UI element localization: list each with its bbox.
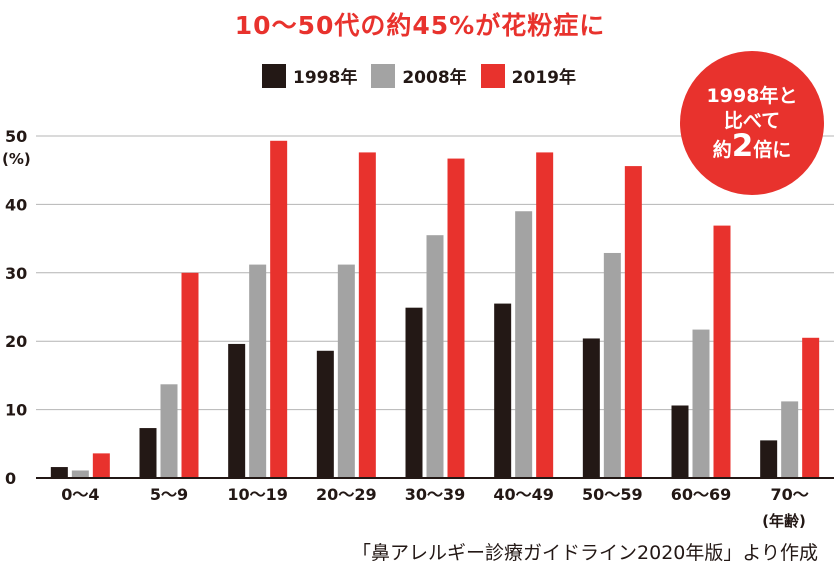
bar: [249, 264, 267, 478]
x-tick-label: 60〜69: [671, 485, 732, 504]
bar: [316, 350, 334, 478]
legend-item-1998: 1998年: [262, 63, 357, 88]
x-tick-label: 50〜59: [582, 485, 643, 504]
x-tick-label: 40〜49: [493, 485, 554, 504]
bar: [92, 453, 110, 478]
bar: [337, 264, 355, 478]
callout-badge: 1998年と 比べて 約 2 倍に: [680, 51, 824, 195]
bar: [692, 329, 710, 478]
x-tick-label: 5〜9: [150, 485, 188, 504]
bar: [160, 384, 178, 478]
y-tick-label: 20: [5, 332, 27, 351]
badge-line-1: 1998年と: [706, 84, 798, 107]
badge-line-2: 比べて: [723, 109, 781, 132]
badge-number: 2: [731, 127, 754, 164]
bar: [228, 343, 246, 478]
x-tick-label: 0〜4: [61, 485, 99, 504]
legend-item-2019: 2019年: [480, 63, 576, 88]
bar: [358, 152, 376, 478]
bar: [270, 140, 288, 478]
y-tick-label: 50: [5, 127, 27, 146]
bar: [71, 470, 89, 478]
y-tick-label: 40: [5, 195, 27, 214]
bar: [139, 428, 157, 478]
x-tick-label: 70〜: [771, 485, 809, 504]
chart-title: 10〜50代の約45%が花粉症に: [234, 11, 606, 40]
bar: [671, 405, 689, 478]
bar: [426, 235, 444, 478]
source-note: 「鼻アレルギー診療ガイドライン2020年版」より作成: [352, 542, 818, 564]
bar: [781, 401, 799, 478]
y-tick-label: 30: [5, 264, 27, 283]
badge-prefix: 約: [712, 138, 732, 161]
x-tick-label: 30〜39: [405, 485, 466, 504]
legend-label-1998: 1998年: [293, 68, 358, 88]
bar: [405, 307, 423, 478]
legend: 1998年 2008年 2019年: [262, 63, 590, 88]
bar: [713, 225, 731, 478]
bar: [582, 338, 600, 478]
bar: [760, 440, 778, 478]
y-tick-label: 0: [5, 469, 16, 488]
bar: [494, 303, 512, 478]
badge-suffix: 倍に: [753, 138, 792, 161]
bar: [536, 152, 554, 478]
legend-label-2008: 2008年: [402, 68, 467, 88]
y-unit-label: (%): [2, 150, 31, 168]
bar: [50, 467, 68, 478]
bar: [603, 252, 621, 478]
legend-swatch-2019: [480, 63, 505, 88]
legend-swatch-2008: [371, 63, 396, 88]
bar: [447, 158, 465, 478]
x-axis-sub-label: (年齢): [762, 512, 806, 530]
legend-item-2008: 2008年: [371, 63, 467, 88]
badge-line-3: 約 2 倍に: [712, 127, 792, 164]
y-tick-label: 10: [5, 401, 27, 420]
bar: [624, 166, 642, 478]
bar: [515, 211, 533, 479]
x-tick-label: 10〜19: [227, 485, 288, 504]
bar: [181, 272, 199, 478]
bar: [802, 337, 820, 478]
x-tick-label: 20〜29: [316, 485, 377, 504]
legend-label-2019: 2019年: [511, 68, 576, 88]
legend-swatch-1998: [262, 63, 286, 88]
